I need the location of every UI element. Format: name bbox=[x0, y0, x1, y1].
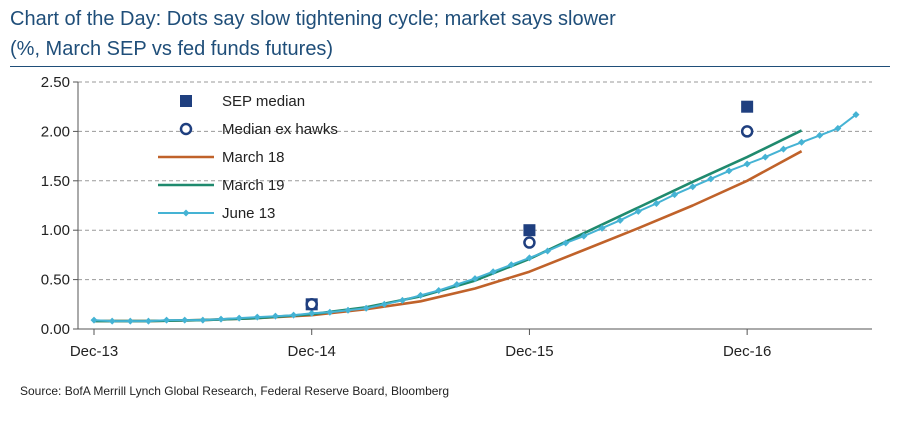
data-point-june13 bbox=[108, 317, 116, 325]
legend-label: Median ex hawks bbox=[222, 121, 338, 138]
data-point-june13 bbox=[525, 254, 533, 262]
grid bbox=[78, 81, 872, 281]
data-point-june13 bbox=[689, 183, 697, 191]
series bbox=[90, 100, 860, 325]
series-line-march18 bbox=[94, 150, 803, 323]
data-point-june13 bbox=[308, 309, 316, 317]
y-tick-label: 1.00 bbox=[41, 222, 70, 239]
data-point-june13 bbox=[671, 191, 679, 199]
data-point-june13 bbox=[616, 216, 624, 224]
data-point-june13 bbox=[761, 153, 769, 161]
data-point-june13 bbox=[90, 316, 98, 324]
chart-subtitle: (%, March SEP vs fed funds futures) bbox=[10, 38, 334, 60]
data-point-june13 bbox=[598, 224, 606, 232]
data-point-june13 bbox=[199, 316, 207, 324]
data-point-june13 bbox=[144, 317, 152, 325]
legend-swatch-median-ex-hawks bbox=[179, 122, 193, 136]
data-point-june13 bbox=[834, 124, 842, 132]
y-tick-label: 1.50 bbox=[41, 173, 70, 190]
data-point-june13 bbox=[435, 286, 443, 294]
axes: 0.00 0.50 1.00 1.50 2.00 2.50 Dec-13 Dec-14 Dec-… bbox=[41, 74, 872, 360]
data-point-june13 bbox=[362, 304, 370, 312]
data-point-june13 bbox=[253, 313, 261, 321]
data-point-june13 bbox=[126, 317, 134, 325]
legend-label: SEP median bbox=[222, 93, 305, 110]
data-point-june13 bbox=[326, 308, 334, 316]
data-point-median-ex-hawks bbox=[305, 298, 318, 311]
legend-swatch-sep-median bbox=[180, 95, 192, 107]
legend: SEP median Median ex hawks March 18 March 1… bbox=[158, 93, 338, 222]
source-note: Source: BofA Merrill Lynch Global Resear… bbox=[20, 384, 450, 398]
legend-label: June 13 bbox=[222, 205, 275, 222]
y-tick-label: 2.50 bbox=[41, 74, 70, 91]
data-point-june13 bbox=[271, 312, 279, 320]
data-point-june13 bbox=[544, 247, 552, 255]
data-point-june13 bbox=[398, 296, 406, 304]
y-tick-label: 0.00 bbox=[41, 321, 70, 338]
data-point-june13 bbox=[507, 261, 515, 269]
data-point-june13 bbox=[290, 311, 298, 319]
x-tick-label: Dec-16 bbox=[723, 343, 771, 360]
data-point-june13 bbox=[181, 316, 189, 324]
data-point-june13 bbox=[816, 131, 824, 139]
x-tick-label: Dec-14 bbox=[288, 343, 336, 360]
data-point-june13 bbox=[634, 207, 642, 215]
data-point-june13 bbox=[779, 145, 787, 153]
data-point-june13 bbox=[580, 232, 588, 240]
data-point-median-ex-hawks bbox=[740, 125, 754, 138]
data-point-june13 bbox=[417, 291, 425, 299]
x-tick-label: Dec-15 bbox=[505, 343, 553, 360]
legend-marker-june-13 bbox=[182, 209, 190, 217]
data-point-sep-median bbox=[523, 224, 536, 237]
data-point-sep-median bbox=[741, 100, 754, 113]
x-tick-label: Dec-13 bbox=[70, 343, 118, 360]
data-point-june13 bbox=[743, 160, 751, 168]
data-point-june13 bbox=[852, 111, 860, 119]
data-point-june13 bbox=[725, 167, 733, 175]
data-point-june13 bbox=[344, 306, 352, 314]
data-point-median-ex-hawks bbox=[523, 236, 536, 249]
chart-title: Chart of the Day: Dots say slow tighteni… bbox=[10, 8, 616, 30]
legend-label: March 18 bbox=[222, 149, 285, 166]
data-point-june13 bbox=[471, 275, 479, 283]
y-tick-label: 2.00 bbox=[41, 123, 70, 140]
data-point-june13 bbox=[163, 316, 171, 324]
legend-label: March 19 bbox=[222, 177, 285, 194]
data-point-june13 bbox=[380, 300, 388, 308]
title-divider bbox=[10, 66, 890, 67]
data-point-june13 bbox=[652, 200, 660, 208]
data-point-june13 bbox=[798, 138, 806, 146]
data-point-june13 bbox=[217, 315, 225, 323]
data-point-june13 bbox=[453, 281, 461, 289]
y-tick-label: 0.50 bbox=[41, 272, 70, 289]
data-point-june13 bbox=[235, 314, 243, 322]
data-point-june13 bbox=[562, 239, 570, 247]
series-line-march19 bbox=[94, 129, 803, 323]
data-point-june13 bbox=[489, 268, 497, 276]
series-line-june13 bbox=[93, 113, 857, 323]
data-point-june13 bbox=[707, 175, 715, 183]
